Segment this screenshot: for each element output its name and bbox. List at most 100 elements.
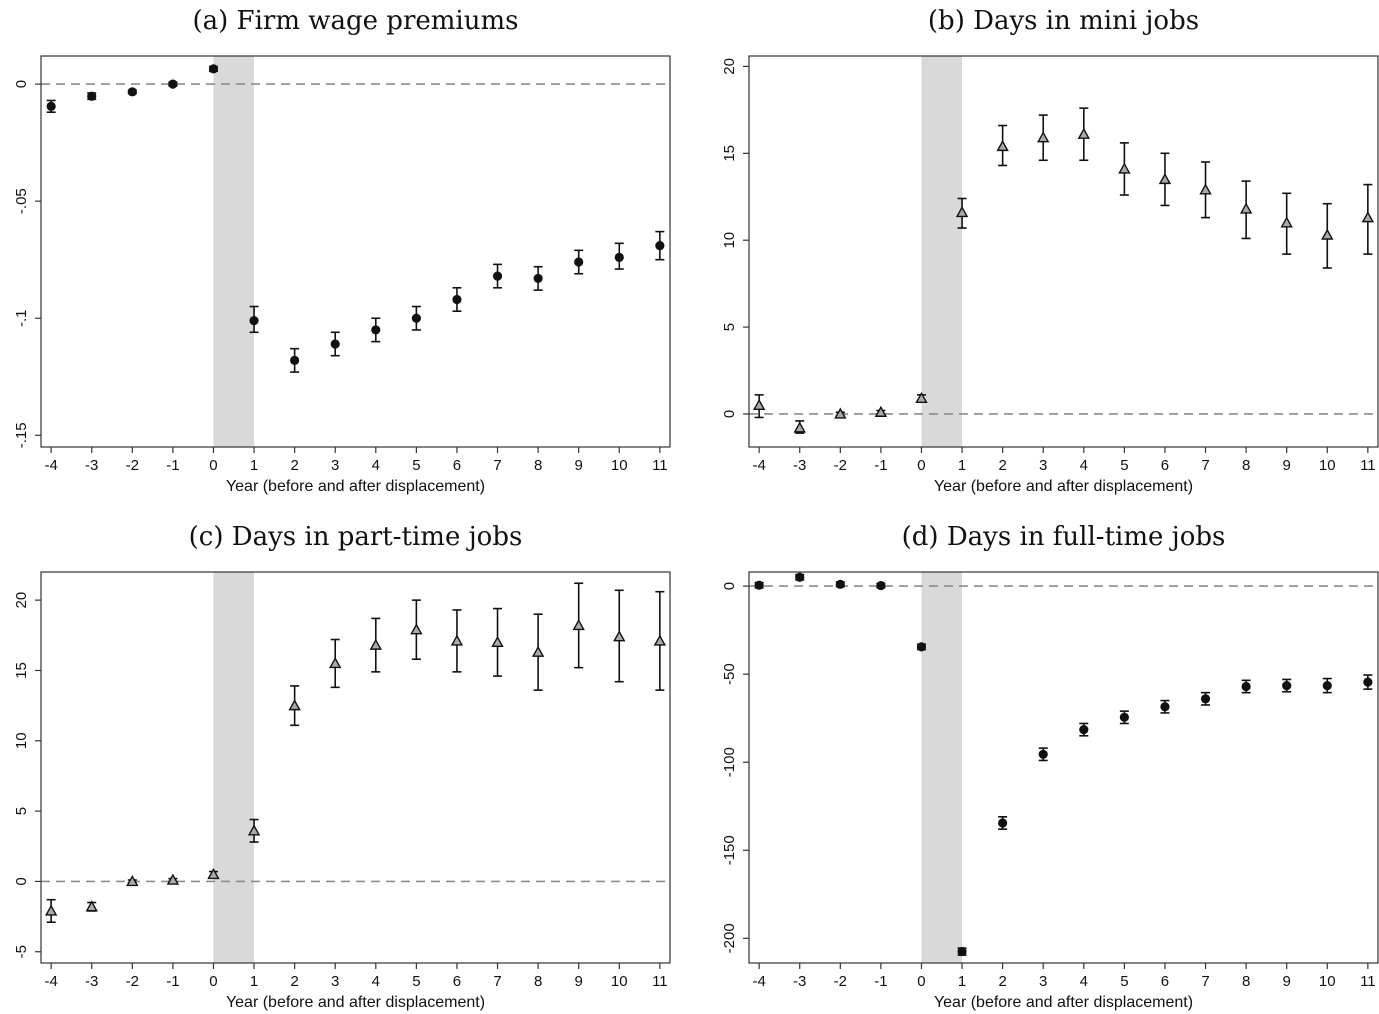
y-tick-label: 15 (721, 145, 738, 162)
panel-c-days-in-part-time-jobs: (c) Days in part-time jobs -4 -3 -2 -1 0 1 2 3 4 5… (13, 522, 671, 1011)
data-point (572, 619, 585, 631)
data-point (329, 656, 342, 669)
x-tick-label: 8 (534, 973, 542, 990)
x-tick-label: 6 (453, 973, 461, 990)
data-point (834, 407, 847, 419)
data-point (1363, 677, 1373, 687)
chart-title: (d) Days in full-time jobs (902, 522, 1226, 552)
y-tick-label: 5 (13, 807, 30, 815)
data-point (915, 391, 928, 404)
displacement-shading (213, 56, 255, 447)
data-point (653, 634, 667, 646)
x-tick-label: -3 (793, 973, 806, 990)
y-tick-label: 15 (13, 662, 30, 679)
data-point (44, 904, 58, 916)
data-point (957, 946, 967, 957)
data-point (795, 572, 805, 582)
data-point (1158, 172, 1172, 185)
x-tick-label: 11 (1360, 973, 1376, 990)
x-tick-label: 11 (652, 973, 668, 990)
plot-frame (40, 571, 671, 964)
x-tick-label: 11 (1360, 457, 1376, 474)
y-tick-label: 10 (721, 232, 738, 249)
data-point (87, 91, 97, 101)
x-tick-label: 7 (1201, 457, 1209, 474)
x-tick-label: 0 (209, 973, 217, 990)
x-tick-label: 9 (575, 457, 583, 474)
x-tick-label: 3 (1039, 457, 1047, 474)
x-tick-label: 6 (1161, 457, 1169, 474)
x-tick-label: 9 (1283, 973, 1291, 990)
data-point (46, 101, 56, 111)
data-point (1280, 216, 1293, 228)
x-tick-label: 1 (250, 457, 258, 474)
data-point (207, 867, 220, 880)
data-point (208, 64, 219, 74)
x-axis-label: Year (before and after displacement) (226, 478, 485, 495)
data-point (754, 580, 764, 590)
x-tick-label: 6 (453, 457, 461, 474)
y-tick-label: -150 (721, 835, 738, 865)
x-tick-label: 4 (1080, 973, 1088, 990)
x-tick-label: -3 (85, 973, 98, 990)
x-tick-label: 4 (372, 973, 380, 990)
data-point (1322, 681, 1332, 691)
data-point (290, 355, 300, 365)
data-point (410, 623, 423, 635)
y-tick-label: -200 (721, 923, 738, 953)
y-tick-label: 0 (721, 410, 738, 418)
y-tick-label: -.1 (13, 309, 30, 327)
data-point (1038, 749, 1048, 759)
x-tick-label: -2 (126, 973, 139, 990)
x-tick-label: 9 (1283, 457, 1291, 474)
x-tick-label: 2 (998, 973, 1006, 990)
x-tick-label: 2 (290, 973, 298, 990)
data-point (614, 252, 624, 262)
y-tick-label: -.05 (13, 188, 30, 214)
x-tick-label: 0 (917, 973, 925, 990)
displacement-shading (213, 572, 255, 963)
x-tick-label: -1 (874, 457, 887, 474)
y-tick-label: 20 (721, 58, 738, 75)
y-tick-label: 0 (721, 582, 738, 590)
x-tick-label: 5 (1120, 973, 1128, 990)
data-point (1361, 211, 1375, 223)
data-point (288, 699, 301, 711)
data-point (247, 824, 261, 836)
data-point (330, 339, 340, 349)
y-tick-label: 0 (13, 80, 30, 88)
x-tick-label: -1 (166, 457, 179, 474)
data-point (752, 398, 766, 410)
data-point (1037, 131, 1050, 143)
data-point (85, 900, 98, 912)
x-tick-label: -3 (793, 457, 806, 474)
chart-title: (c) Days in part-time jobs (189, 522, 523, 552)
plot-frame (748, 55, 1379, 448)
data-point (955, 205, 969, 218)
data-point (1239, 202, 1253, 214)
x-tick-label: -2 (834, 457, 847, 474)
panel-d-days-in-full-time-jobs: (d) Days in full-time jobs -4 -3 -2 -1 0 1 2 3 4 5… (721, 522, 1379, 1011)
data-point (1079, 725, 1089, 735)
y-tick-label: 10 (13, 732, 30, 749)
x-tick-label: -3 (85, 457, 98, 474)
data-point (1118, 162, 1131, 174)
x-tick-label: 0 (209, 457, 217, 474)
data-point (996, 139, 1009, 152)
x-tick-label: 8 (1242, 457, 1250, 474)
x-tick-label: -4 (44, 457, 57, 474)
y-tick-label: -100 (721, 747, 738, 777)
x-axis-label: Year (before and after displacement) (934, 994, 1193, 1011)
x-tick-label: 4 (1080, 457, 1088, 474)
data-point (1200, 694, 1211, 704)
x-tick-label: 3 (331, 457, 339, 474)
x-tick-label: 6 (1161, 973, 1169, 990)
x-tick-label: 5 (412, 457, 420, 474)
x-tick-label: 7 (493, 973, 501, 990)
data-point (450, 634, 464, 646)
x-tick-label: 3 (331, 973, 339, 990)
data-point (574, 257, 584, 267)
x-tick-label: 10 (1319, 973, 1336, 990)
data-point (793, 421, 806, 433)
